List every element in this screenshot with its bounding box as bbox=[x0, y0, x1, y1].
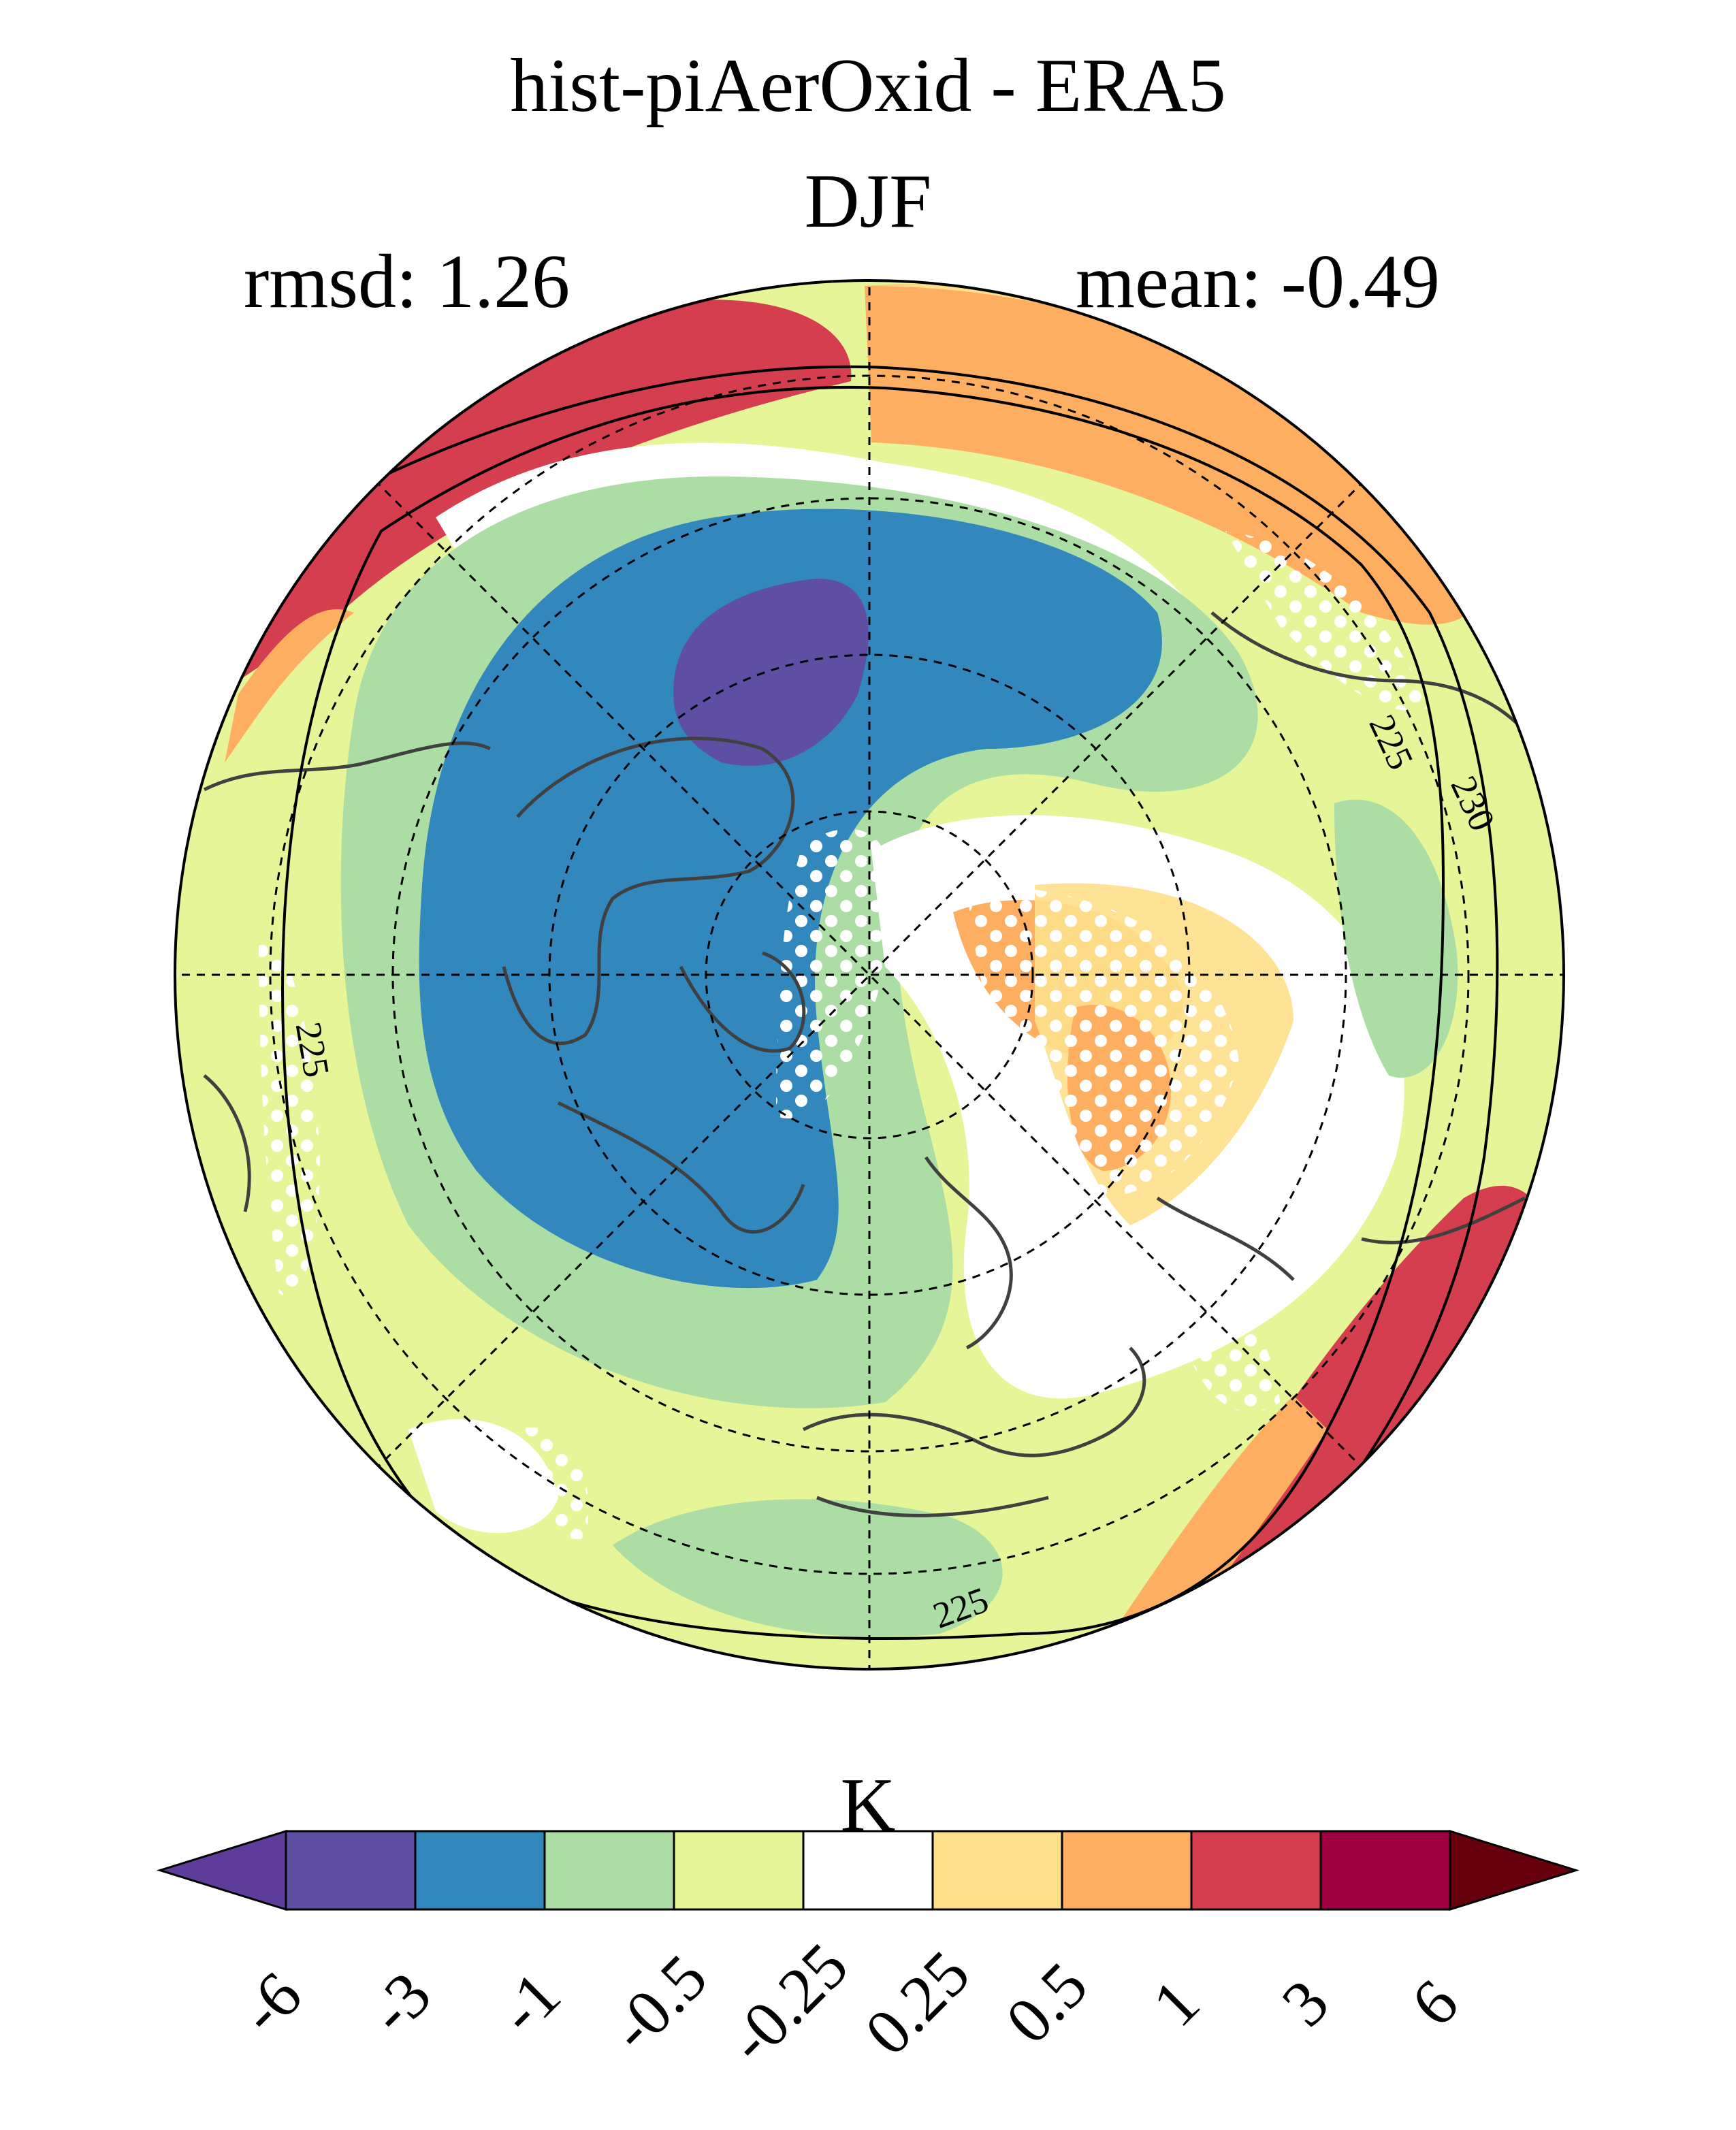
colorbar-swatch bbox=[1319, 1830, 1451, 1911]
contour-label: 225 bbox=[288, 1019, 338, 1080]
colorbar-tick-label: 0.25 bbox=[851, 1937, 983, 2069]
colorbar-tick-label: 1 bbox=[1138, 1965, 1213, 2040]
colorbar-swatches bbox=[156, 1829, 1580, 1911]
coastlines bbox=[203, 611, 1541, 1517]
colorbar-tick-label: 6 bbox=[1397, 1965, 1472, 2040]
colorbar-swatch bbox=[1061, 1830, 1193, 1911]
colorbar-swatch bbox=[285, 1830, 417, 1911]
colorbar-tick-labels: -6 -3 -1 -0.5-0.250.25 0.5 1 3 6 bbox=[225, 1929, 1472, 2076]
colorbar-swatch bbox=[543, 1830, 675, 1911]
contours bbox=[281, 365, 1499, 1669]
map-boundary bbox=[174, 279, 1565, 1671]
colorbar-tick-label: -3 bbox=[355, 1958, 445, 2048]
colorbar-swatch bbox=[931, 1830, 1063, 1911]
graticule bbox=[175, 280, 1564, 1669]
polar-map: 225 225 230 225 bbox=[174, 279, 1565, 1671]
colorbar-swatch bbox=[414, 1830, 546, 1911]
colorbar-min-arrow bbox=[156, 1829, 287, 1911]
colorbar-tick-label: 3 bbox=[1268, 1965, 1343, 2040]
colorbar-tick-label: -0.5 bbox=[596, 1940, 720, 2065]
colorbar-swatch bbox=[673, 1830, 805, 1911]
colorbar-tick-label: -6 bbox=[225, 1958, 315, 2048]
map-title: hist-piAerOxid - ERA5 bbox=[510, 44, 1226, 128]
colorbar-swatch bbox=[802, 1830, 934, 1911]
colorbar-swatch bbox=[1190, 1830, 1322, 1911]
rmsd-label: rmsd: 1.26 bbox=[244, 240, 570, 324]
mean-label: mean: -0.49 bbox=[1076, 240, 1440, 324]
colorbar-tick-label: -1 bbox=[484, 1958, 574, 2048]
map-subtitle: DJF bbox=[804, 159, 932, 244]
colorbar-tick-label: -0.25 bbox=[713, 1929, 861, 2076]
colorbar-max-arrow bbox=[1449, 1829, 1580, 1911]
colorbar-tick-label: 0.5 bbox=[992, 1948, 1102, 2058]
